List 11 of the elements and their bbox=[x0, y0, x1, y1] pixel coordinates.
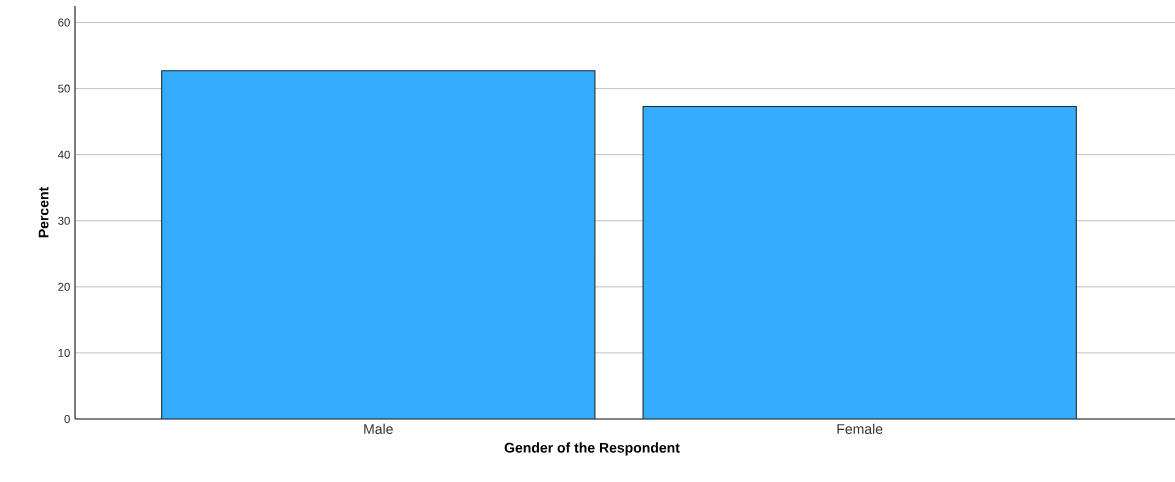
y-tick-label: 40 bbox=[57, 150, 70, 159]
y-tick-label: 20 bbox=[58, 282, 70, 291]
y-axis-title: Percent bbox=[38, 186, 49, 238]
y-tick-label: 50 bbox=[58, 84, 70, 93]
x-axis-title: Gender of the Respondent bbox=[504, 442, 680, 456]
x-tick-label: Male bbox=[364, 423, 393, 434]
y-tick-label: 60 bbox=[58, 18, 70, 27]
x-tick-label: Female bbox=[837, 423, 883, 434]
y-tick-label: 10 bbox=[58, 348, 70, 357]
y-tick-label: 0 bbox=[64, 414, 70, 423]
y-tick-label: 30 bbox=[58, 216, 70, 225]
